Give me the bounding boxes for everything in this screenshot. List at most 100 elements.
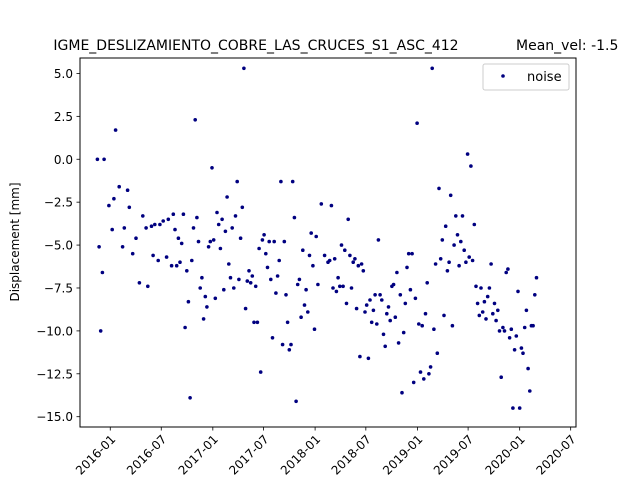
data-point: [173, 227, 177, 232]
data-point: [179, 241, 184, 246]
data-point: [422, 377, 426, 381]
data-point: [428, 365, 433, 369]
data-point: [479, 286, 483, 290]
data-point: [297, 277, 302, 282]
data-point: [137, 281, 142, 285]
data-point: [113, 128, 118, 132]
data-point: [346, 217, 351, 222]
data-point: [169, 263, 174, 268]
data-point: [191, 226, 196, 230]
data-point: [186, 299, 191, 304]
data-point: [211, 238, 216, 242]
data-point: [322, 253, 327, 258]
data-point: [452, 243, 456, 247]
data-point: [373, 293, 377, 297]
data-point: [248, 281, 253, 285]
y-tick-label: 0.0: [54, 153, 73, 167]
data-point: [166, 217, 171, 222]
data-point: [492, 301, 497, 306]
data-point: [403, 301, 408, 306]
x-tick-label: 2016-07: [124, 432, 169, 477]
data-point: [203, 294, 208, 299]
data-point: [245, 279, 250, 283]
data-point: [146, 284, 150, 289]
data-point: [309, 231, 314, 235]
data-point: [457, 263, 461, 268]
data-point: [531, 323, 535, 328]
data-point: [193, 118, 197, 122]
data-point: [448, 193, 453, 198]
data-point: [353, 257, 357, 261]
data-point: [489, 262, 493, 266]
data-point: [151, 253, 155, 258]
data-point: [190, 258, 194, 263]
legend-label-noise: noise: [527, 70, 562, 85]
data-point: [312, 327, 317, 332]
data-point: [514, 334, 519, 338]
data-point: [339, 243, 344, 247]
data-point: [455, 233, 460, 237]
data-point: [516, 289, 520, 294]
data-point: [158, 222, 162, 227]
y-axis-label: Displacement [mm]: [8, 182, 22, 301]
data-point: [188, 396, 192, 400]
data-point: [435, 351, 440, 356]
data-point: [127, 205, 132, 210]
data-point: [110, 227, 114, 232]
data-point: [454, 214, 458, 218]
data-point: [161, 219, 165, 223]
x-tick-label: 2017-07: [226, 432, 271, 477]
data-point: [102, 157, 106, 162]
data-point: [396, 341, 401, 345]
data-point: [464, 260, 468, 265]
data-point: [265, 265, 270, 270]
data-point: [218, 246, 223, 251]
data-point: [480, 310, 485, 314]
data-point: [418, 370, 423, 374]
data-point: [522, 325, 527, 330]
data-point: [442, 313, 446, 318]
y-tick-label: −12.5: [36, 367, 73, 381]
data-point: [144, 226, 148, 230]
data-point: [235, 179, 239, 184]
data-point: [430, 66, 435, 71]
data-point: [198, 286, 202, 290]
data-point: [225, 195, 229, 199]
data-point: [445, 269, 450, 273]
data-point: [380, 298, 384, 302]
x-tick-label: 2019-01: [380, 432, 425, 477]
data-point: [371, 308, 376, 313]
x-tick-label: 2016-01: [73, 432, 118, 477]
data-point: [420, 323, 425, 328]
data-point: [153, 222, 157, 227]
data-point: [233, 214, 238, 218]
title-group: IGME_DESLIZAMIENTO_COBRE_LAS_CRUCES_S1_A…: [53, 38, 618, 54]
data-point: [411, 380, 416, 385]
data-point: [183, 325, 187, 330]
data-point: [511, 406, 515, 410]
data-point: [366, 356, 371, 361]
data-point: [311, 263, 315, 268]
data-point: [270, 336, 275, 340]
points-layer: [95, 66, 539, 410]
data-point: [100, 270, 105, 275]
data-point: [415, 121, 419, 125]
data-point: [369, 320, 374, 325]
x-tick-label: 2017-01: [176, 432, 221, 477]
data-point: [306, 310, 310, 314]
data-point: [427, 372, 431, 376]
data-point: [381, 332, 386, 337]
data-point: [484, 317, 488, 321]
data-point: [275, 274, 280, 278]
data-point: [395, 270, 399, 275]
data-point: [496, 308, 500, 313]
data-point: [504, 270, 509, 275]
data-point: [253, 284, 258, 289]
data-point: [386, 305, 391, 309]
data-point: [156, 258, 160, 263]
data-point: [433, 262, 438, 266]
x-tick-label: 2020-01: [482, 432, 527, 477]
data-point: [215, 210, 219, 215]
data-point: [134, 236, 138, 240]
